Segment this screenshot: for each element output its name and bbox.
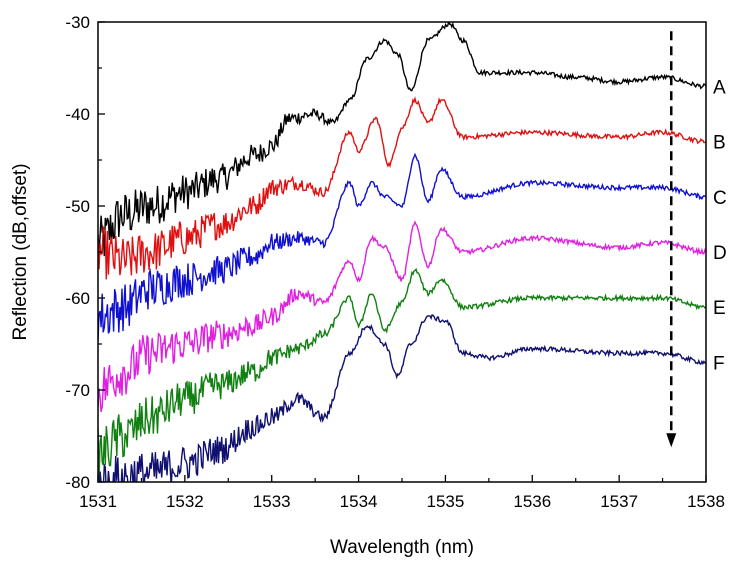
series-label-E: E xyxy=(713,298,726,319)
series-line-A xyxy=(98,22,706,257)
x-tick-label: 1534 xyxy=(340,492,378,511)
series-group xyxy=(98,22,706,482)
series-label-A: A xyxy=(713,77,726,98)
series-label-F: F xyxy=(713,353,725,374)
x-tick-label: 1532 xyxy=(166,492,204,511)
y-tick-label: -60 xyxy=(65,289,90,308)
series-line-F xyxy=(98,314,706,482)
x-axis: 1531 1532 1533 1534 1535 1536 1537 1538 xyxy=(79,475,725,511)
offset-arrow-head xyxy=(666,433,677,448)
y-axis-title: Reflection (dB,offset) xyxy=(10,163,31,340)
y-axis: -80 -70 -60 -50 -40 -30 xyxy=(65,13,105,492)
y-tick-label: -70 xyxy=(65,381,90,400)
x-tick-label: 1535 xyxy=(427,492,465,511)
series-line-B xyxy=(98,96,706,280)
y-tick-label: -40 xyxy=(65,105,90,124)
x-axis-title: Wavelength (nm) xyxy=(330,537,474,558)
series-label-B: B xyxy=(713,133,726,154)
series-line-D xyxy=(98,220,706,413)
y-tick-label: -50 xyxy=(65,197,90,216)
series-line-E xyxy=(98,267,706,481)
y-tick-label: -80 xyxy=(65,473,90,492)
x-tick-label: 1536 xyxy=(513,492,551,511)
x-tick-label: 1531 xyxy=(79,492,117,511)
x-tick-label: 1537 xyxy=(600,492,638,511)
series-labels: A B C D E F xyxy=(713,77,727,374)
series-label-C: C xyxy=(713,188,727,209)
series-line-C xyxy=(98,152,706,341)
y-tick-label: -30 xyxy=(65,13,90,32)
series-label-D: D xyxy=(713,243,727,264)
x-tick-label: 1538 xyxy=(687,492,725,511)
x-tick-label: 1533 xyxy=(253,492,291,511)
plot-frame xyxy=(97,21,707,483)
